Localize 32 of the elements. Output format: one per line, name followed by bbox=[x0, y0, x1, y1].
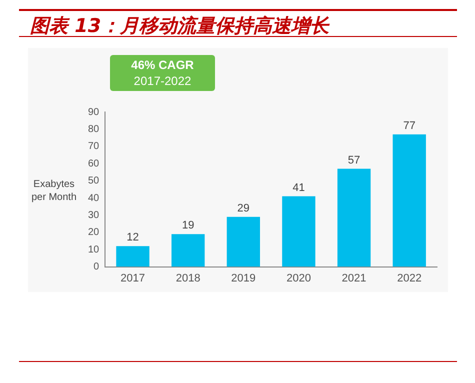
x-tick-label: 2020 bbox=[286, 272, 311, 284]
chart-title: 图表 13：月移动流量保持高速增长 bbox=[30, 14, 330, 39]
x-tick-label: 2021 bbox=[342, 272, 366, 284]
bar bbox=[282, 196, 316, 267]
y-tick-label: 40 bbox=[88, 192, 100, 204]
data-label: 12 bbox=[126, 232, 139, 244]
bar bbox=[337, 168, 371, 267]
y-tick-label: 30 bbox=[88, 210, 100, 221]
x-tick-label: 2018 bbox=[176, 272, 200, 284]
y-tick-label: 20 bbox=[88, 227, 100, 238]
data-label: 57 bbox=[348, 154, 360, 166]
y-tick-label: 80 bbox=[88, 124, 100, 135]
x-tick-label: 2022 bbox=[397, 272, 422, 284]
bar bbox=[226, 216, 260, 267]
x-tick-label: 2017 bbox=[120, 272, 146, 284]
data-label: 19 bbox=[182, 220, 194, 232]
y-axis-title: Exabytes per Month bbox=[30, 178, 78, 204]
data-label: 41 bbox=[292, 182, 305, 194]
y-tick-label: 90 bbox=[88, 106, 100, 118]
data-label: 77 bbox=[403, 120, 416, 132]
bar bbox=[116, 246, 150, 267]
y-tick-label: 60 bbox=[88, 158, 100, 170]
y-tick-label: 10 bbox=[88, 244, 100, 256]
text: 46% CAGR bbox=[130, 57, 195, 73]
y-tick-label: 50 bbox=[88, 176, 100, 187]
bar bbox=[172, 234, 205, 267]
bar bbox=[392, 134, 426, 267]
data-label: 29 bbox=[237, 202, 250, 214]
y-tick-label: 0 bbox=[94, 262, 100, 273]
y-tick-label: 70 bbox=[88, 141, 100, 152]
text: 2017-2022 bbox=[132, 73, 192, 89]
x-tick-label: 2019 bbox=[231, 272, 256, 284]
